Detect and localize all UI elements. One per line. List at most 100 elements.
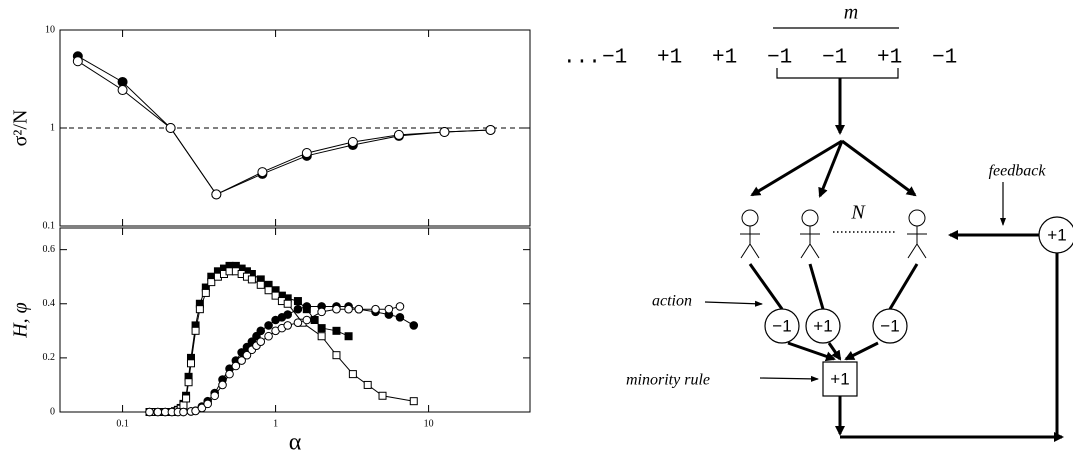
point xyxy=(371,304,380,314)
point xyxy=(378,391,387,400)
point xyxy=(395,312,405,322)
arrow xyxy=(827,342,842,361)
point xyxy=(179,407,188,417)
charts: 0.1 1 10 σ²/N 0 0.2 0.4 0.6 0.1 1 10 α H, φ xyxy=(10,24,531,456)
agent-head xyxy=(801,209,819,227)
sequence-item: −1 xyxy=(767,47,792,70)
y-tick-label: 10 xyxy=(45,24,55,35)
bracket xyxy=(776,68,899,79)
sequence-item: +1 xyxy=(657,47,682,70)
point xyxy=(310,316,319,324)
point xyxy=(409,397,418,406)
action-value: −1 xyxy=(772,316,791,335)
point xyxy=(485,124,496,135)
x-axis-label: α xyxy=(289,430,302,455)
point xyxy=(237,356,246,365)
point xyxy=(264,321,273,330)
point xyxy=(264,331,273,341)
point xyxy=(332,326,341,335)
action-label: action xyxy=(652,293,692,310)
y-tick-label: 0.4 xyxy=(43,298,56,309)
point xyxy=(197,403,207,413)
memory-label: m xyxy=(844,2,858,24)
agents-label: N xyxy=(850,202,866,224)
point xyxy=(347,136,358,147)
x-tick-label: 0.1 xyxy=(116,418,129,429)
point xyxy=(283,310,292,319)
point xyxy=(332,351,341,360)
action-value: +1 xyxy=(813,316,832,335)
point xyxy=(301,148,312,159)
point xyxy=(283,321,292,330)
actions: −1 +1 −1 xyxy=(748,263,919,362)
point xyxy=(257,167,268,178)
point xyxy=(256,326,266,336)
point xyxy=(348,370,357,379)
point xyxy=(363,380,372,389)
point xyxy=(218,380,227,390)
sequence-item: +1 xyxy=(877,47,902,70)
point xyxy=(256,280,265,289)
action-value: −1 xyxy=(880,316,899,335)
agent-head xyxy=(908,209,926,227)
y-tick-label: 0.2 xyxy=(43,352,56,363)
point xyxy=(393,129,404,140)
point xyxy=(211,189,222,200)
feedback-label: feedback xyxy=(989,163,1047,180)
point xyxy=(409,321,419,330)
point xyxy=(384,304,394,314)
x-tick-label: 10 xyxy=(424,418,434,429)
point xyxy=(207,278,216,287)
agent-head xyxy=(741,209,759,227)
connector xyxy=(748,263,784,310)
arrow xyxy=(759,375,819,382)
point xyxy=(293,304,303,314)
point xyxy=(317,324,326,333)
y-tick-label: 0.1 xyxy=(43,220,56,231)
point xyxy=(247,275,256,284)
point xyxy=(302,302,312,311)
outcome: +1 xyxy=(830,369,849,388)
sequence-item: −1 xyxy=(602,47,627,70)
point xyxy=(186,359,195,368)
point xyxy=(165,123,176,133)
point xyxy=(317,332,326,341)
series-line xyxy=(77,60,491,196)
point xyxy=(242,350,252,360)
arrow xyxy=(704,300,763,307)
agent-body xyxy=(800,226,820,259)
feedback-value: +1 xyxy=(1047,225,1066,244)
y-tick-label: 0 xyxy=(50,406,55,417)
point xyxy=(344,304,353,314)
connector xyxy=(888,263,919,310)
point xyxy=(145,407,154,417)
series-line xyxy=(77,55,491,196)
point xyxy=(354,304,364,314)
point xyxy=(225,369,234,379)
point xyxy=(203,399,212,409)
point xyxy=(302,315,312,325)
point xyxy=(344,332,353,341)
point xyxy=(210,391,219,401)
arrow xyxy=(844,341,879,361)
point xyxy=(256,337,266,346)
point xyxy=(72,56,83,67)
arrow xyxy=(750,139,843,197)
ellipsis: ... xyxy=(563,47,601,70)
point xyxy=(191,326,200,335)
point xyxy=(179,401,188,410)
agents xyxy=(740,209,927,259)
sequence-item: +1 xyxy=(712,47,737,70)
action-node xyxy=(764,308,800,344)
point xyxy=(317,307,326,317)
point xyxy=(153,407,163,417)
arrow xyxy=(818,140,844,198)
point xyxy=(293,318,303,328)
minority-label: minority rule xyxy=(626,372,710,389)
point xyxy=(264,286,273,295)
diagram: m ... N −1 +1 −1 action +1 minority rule +… xyxy=(563,2,1073,442)
x-tick-label: 1 xyxy=(273,418,278,429)
point xyxy=(231,361,241,371)
point xyxy=(117,85,128,96)
